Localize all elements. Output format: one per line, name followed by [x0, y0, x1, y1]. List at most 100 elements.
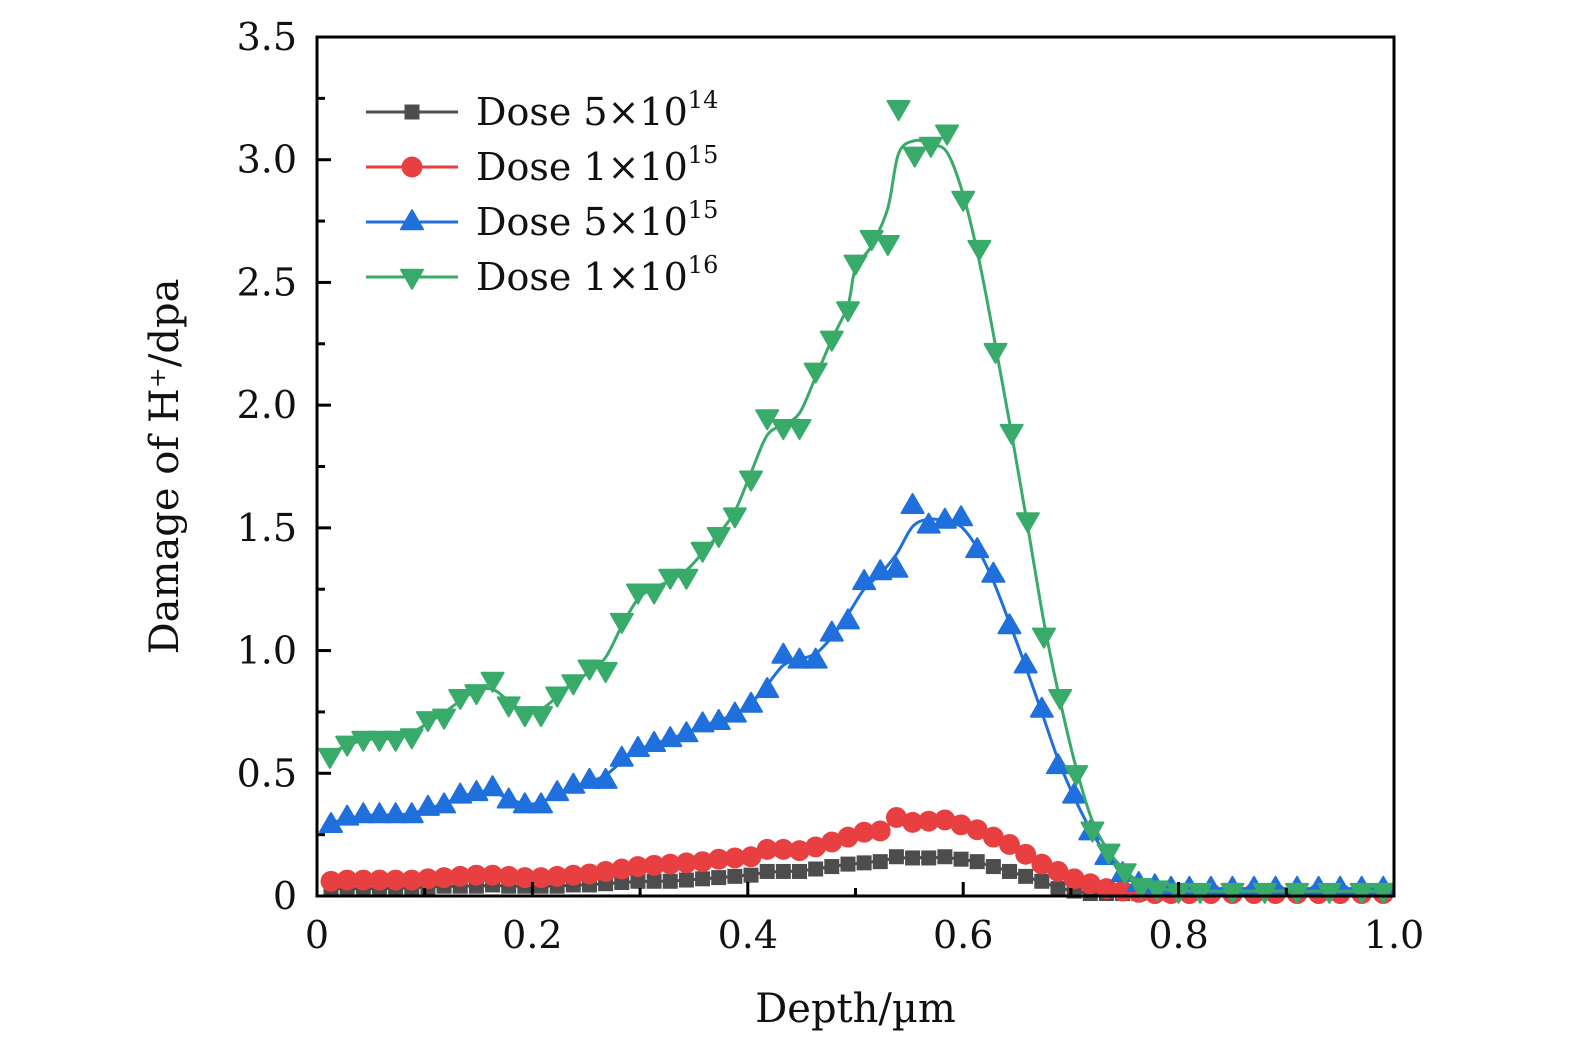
data-point: [985, 859, 1001, 875]
legend-item: Dose 5×1014: [366, 86, 718, 134]
data-point: [690, 541, 715, 563]
data-point: [351, 730, 376, 752]
data-point: [787, 647, 812, 669]
data-point: [967, 239, 992, 261]
series-line: [329, 138, 1384, 893]
data-point: [646, 873, 662, 889]
data-point: [711, 870, 727, 886]
legend-marker-icon: [404, 104, 420, 120]
data-point: [1048, 688, 1073, 710]
x-tick-label: 0.2: [502, 913, 562, 957]
data-point: [383, 730, 408, 752]
data-point: [856, 855, 872, 871]
data-point: [577, 767, 602, 789]
data-point: [900, 492, 925, 514]
series-layer: [317, 99, 1396, 904]
data-point: [320, 870, 342, 892]
data-point: [593, 661, 618, 683]
plot-area: [315, 35, 1396, 904]
data-point: [1080, 821, 1105, 843]
data-point: [803, 362, 828, 384]
data-point: [1285, 882, 1310, 904]
data-point: [1064, 765, 1089, 787]
data-point: [480, 671, 505, 693]
legend-label-base: Dose 1×10: [476, 145, 688, 189]
data-point: [579, 863, 600, 885]
data-point: [401, 869, 423, 891]
data-point: [433, 867, 455, 889]
data-point: [1013, 652, 1038, 674]
legend-item: Dose 5×1015: [366, 196, 718, 244]
data-point: [918, 810, 940, 832]
data-point: [1050, 881, 1066, 897]
data-point: [399, 728, 424, 750]
legend-label-exponent: 15: [688, 196, 719, 224]
y-tick-label: 2.0: [237, 383, 297, 427]
data-point: [1188, 882, 1213, 904]
legend-item: Dose 1×1016: [366, 251, 718, 299]
data-point: [722, 507, 747, 529]
y-axis: 0 0.5 1.0 1.5 2.0 2.5 3.0 3.5: [237, 15, 331, 918]
data-point: [674, 568, 699, 590]
data-point: [367, 730, 392, 752]
y-tick-label: 1.5: [237, 506, 297, 550]
data-point: [1252, 882, 1277, 904]
data-point: [496, 787, 521, 809]
data-point: [821, 831, 843, 853]
data-point: [465, 864, 487, 886]
x-tick-label: 0: [305, 913, 329, 957]
data-point: [727, 868, 743, 884]
data-point: [417, 868, 439, 890]
data-point: [432, 708, 457, 730]
data-point: [950, 814, 972, 836]
data-point: [969, 854, 985, 870]
data-point: [803, 647, 828, 669]
data-point: [1096, 843, 1121, 865]
data-point: [875, 234, 900, 256]
data-point: [1079, 873, 1101, 895]
data-point: [724, 847, 746, 869]
data-point: [448, 688, 473, 710]
data-point: [1047, 861, 1069, 882]
data-point: [1371, 882, 1396, 904]
x-tick-label: 0.8: [1148, 913, 1208, 957]
y-tick-label: 1.0: [237, 629, 297, 673]
legend-label-exponent: 14: [688, 86, 719, 114]
data-point: [480, 775, 505, 797]
data-point: [1145, 880, 1170, 902]
data-point: [885, 807, 907, 828]
data-point: [512, 792, 537, 814]
data-point: [775, 863, 791, 879]
x-axis: 0 0.2 0.4 0.6 0.8 1.0: [305, 882, 1424, 957]
data-point: [695, 871, 711, 887]
data-point: [692, 851, 714, 873]
data-point: [884, 556, 909, 578]
data-point: [835, 301, 860, 323]
data-point: [1002, 863, 1018, 879]
data-point: [759, 863, 775, 879]
legend-label-base: Dose 1×10: [476, 255, 688, 299]
legend-marker-icon: [400, 268, 424, 290]
data-point: [740, 846, 762, 868]
data-point: [743, 867, 759, 883]
data-point: [1063, 868, 1085, 890]
legend-marker-icon: [401, 156, 423, 178]
data-point: [662, 873, 678, 889]
data-point: [512, 706, 537, 728]
data-point: [999, 423, 1024, 445]
data-point: [1018, 868, 1034, 884]
data-point: [918, 136, 943, 158]
data-point: [1015, 843, 1037, 865]
data-point: [1112, 863, 1137, 885]
data-point: [627, 856, 649, 877]
data-point: [843, 254, 868, 276]
data-point: [514, 867, 536, 889]
legend-label: Dose 5×1014: [476, 86, 718, 134]
data-point: [708, 848, 730, 870]
legend-label: Dose 1×1015: [476, 141, 718, 189]
series-4: [317, 99, 1396, 904]
x-tick-label: 0.4: [718, 913, 778, 957]
data-point: [1029, 696, 1054, 718]
data-point: [921, 850, 937, 866]
